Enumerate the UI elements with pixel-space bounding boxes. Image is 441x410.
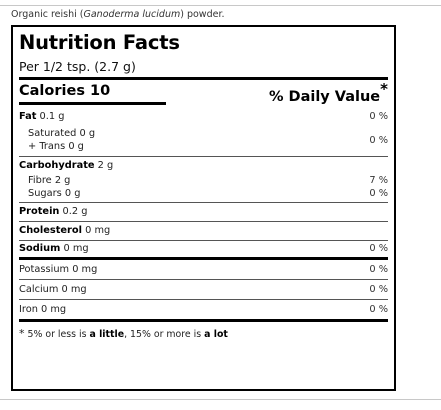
serving-size: Per 1/2 tsp. (2.7 g) [19,59,136,74]
sodium-name: Sodium [19,243,61,254]
cholesterol-row: Cholesterol 0 mg [19,222,388,240]
sodium-dv: 0 % [369,243,388,254]
bottom-divider [0,399,441,400]
daily-value-header: % Daily Value* [268,80,388,105]
daily-value-header-text: % Daily Value [268,88,381,105]
carbohydrate-name: Carbohydrate [19,160,95,171]
sodium-amount: 0 mg [63,243,89,254]
footnote-part1: 5% or less is [24,329,90,340]
footnote-part2: , 15% or more is [124,329,205,340]
iron-label: Iron 0 mg [19,304,67,315]
saturated-trans-dv: 0 % [369,135,388,146]
divider [19,156,388,157]
fibre-row: Fibre 2 g 7 % [19,174,388,188]
potassium-label: Potassium 0 mg [19,264,98,275]
cholesterol-name: Cholesterol [19,225,82,236]
cholesterol-label: Cholesterol 0 mg [19,225,110,236]
thick-divider [19,257,388,260]
fibre-dv: 7 % [369,175,388,186]
sugars-label: Sugars 0 g [28,188,81,199]
sugars-row: Sugars 0 g 0 % [19,188,388,202]
sodium-label: Sodium 0 mg [19,243,89,254]
footnote: * 5% or less is a little, 15% or more is… [19,322,388,344]
fat-name: Fat [19,111,37,122]
calcium-label: Calcium 0 mg [19,284,87,295]
top-divider [0,5,441,6]
calories-underline [19,102,166,105]
divider [19,202,388,203]
divider [19,221,388,222]
carbohydrate-amount: 2 g [97,160,114,171]
caption-suffix: ) powder. [180,9,225,20]
potassium-dv: 0 % [369,264,388,275]
footnote-text: * 5% or less is a little, 15% or more is… [19,327,228,340]
footnote-star: * [19,327,25,340]
saturated-trans-row: Saturated 0 g + Trans 0 g 0 % [19,125,388,156]
divider [19,299,388,300]
calories-row: Calories 10 % Daily Value* [19,80,388,106]
calories-label: Calories 10 [19,83,111,99]
nutrition-facts-label: Nutrition Facts Per 1/2 tsp. (2.7 g) Cal… [11,25,396,391]
protein-label: Protein 0.2 g [19,206,87,217]
carbohydrate-row: Carbohydrate 2 g [19,157,388,174]
potassium-row: Potassium 0 mg 0 % [19,260,388,279]
carbohydrate-label: Carbohydrate 2 g [19,160,113,171]
daily-value-star: * [380,80,388,98]
cholesterol-amount: 0 mg [85,225,111,236]
footnote-little: a little [89,329,125,340]
divider [19,240,388,241]
thick-divider [19,319,388,322]
iron-row: Iron 0 mg 0 % [19,300,388,319]
trans-label: + Trans 0 g [28,141,84,152]
caption-species: Ganoderma lucidum [83,9,181,20]
sugars-dv: 0 % [369,188,388,199]
sodium-row: Sodium 0 mg 0 % [19,241,388,257]
protein-name: Protein [19,206,60,217]
label-title: Nutrition Facts [19,31,180,54]
fat-dv: 0 % [369,111,388,122]
divider [19,279,388,280]
caption-prefix: Organic reishi ( [11,9,84,20]
image-caption: Organic reishi (Ganoderma lucidum) powde… [11,9,225,20]
protein-row: Protein 0.2 g [19,203,388,221]
fat-amount: 0.1 g [39,111,65,122]
saturated-label: Saturated 0 g [28,128,96,139]
calcium-dv: 0 % [369,284,388,295]
thick-divider [19,77,388,80]
iron-dv: 0 % [369,304,388,315]
protein-amount: 0.2 g [62,206,88,217]
fibre-label: Fibre 2 g [28,175,71,186]
calcium-row: Calcium 0 mg 0 % [19,280,388,299]
fat-row: Fat 0.1 g 0 % [19,106,388,125]
fat-label: Fat 0.1 g [19,111,64,122]
footnote-lot: a lot [204,329,228,340]
